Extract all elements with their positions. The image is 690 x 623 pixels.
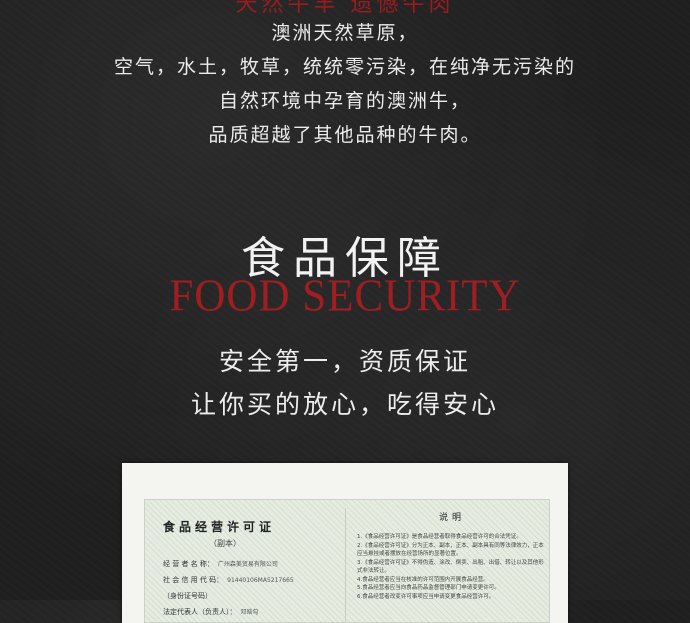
section-title-cn: 食品保障 (241, 233, 449, 284)
license-note: 3.《食品经营许可证》不得伪造、涂改、倒卖、出租、出借、转让以及其他形式非法转让… (357, 559, 544, 575)
license-field: （身份证号码） (163, 591, 353, 601)
slogan: 安全第一，资质保证 让你买的放心，吃得安心 (0, 340, 690, 426)
slogan-line: 让你买的放心，吃得安心 (190, 390, 499, 419)
license-document: 食品经营许可证 （副本） 经 营 者 名 称： 广州森美贸易有限公司 社 会 信 … (144, 499, 550, 623)
license-field-label: 法定代表人（负责人）： (163, 608, 237, 616)
intro-line: 自然环境中孕育的澳洲牛， (218, 90, 471, 112)
license-note: 2.《食品经营许可证》分为正本、副本，正本、副本具有同等法律效力，正本应当悬挂或… (357, 542, 544, 558)
intro-line: 品质超越了其他品种的牛肉。 (208, 124, 482, 146)
license-note: 5.食品经营者应当向食品药品监督管理部门申请变更许可。 (357, 585, 500, 591)
license-field-value: 91440106MA5217665 (227, 577, 294, 584)
intro-paragraph: 澳洲天然草原， 空气，水土，牧草，统统零污染，在纯净无污染的 自然环境中孕育的澳… (0, 16, 690, 152)
license-title: 食品经营许可证 (163, 520, 276, 534)
intro-line: 澳洲天然草原， (271, 22, 419, 44)
slogan-line: 安全第一，资质保证 (218, 347, 471, 376)
license-note: 4.食品经营者应当在核准的许可范围内开展食品经营。 (357, 576, 489, 583)
license-field-label: 社 会 信 用 代 码： (163, 576, 224, 584)
license-note: 6.食品经营者改变许可事项应当申请变更食品经营许可。 (357, 593, 495, 600)
license-field-value: 广州森美贸易有限公司 (217, 561, 278, 568)
license-main: 食品经营许可证 （副本） 经 营 者 名 称： 广州森美贸易有限公司 社 会 信 … (163, 518, 353, 623)
license-note: 1.《食品经营许可证》是食品经营者取得食品经营许可的合法凭证。 (357, 534, 522, 540)
license-field: 社 会 信 用 代 码： 91440106MA5217665 (163, 575, 353, 585)
food-license-image: 食品经营许可证 （副本） 经 营 者 名 称： 广州森美贸易有限公司 社 会 信 … (122, 463, 568, 623)
intro-line: 空气，水土，牧草，统统零污染，在纯净无污染的 (113, 56, 576, 78)
license-notes: 说明 1.《食品经营许可证》是食品经营者取得食品经营许可的合法凭证。 2.《食品… (357, 510, 547, 601)
license-field-label: 经 营 者 名 称： (163, 560, 214, 568)
license-notes-title: 说明 (438, 513, 465, 523)
license-field: 经 营 者 名 称： 广州森美贸易有限公司 (163, 559, 353, 569)
section-title-en: FOOD SECURITY (169, 271, 521, 322)
license-field-value: 邓晗勾 (240, 609, 259, 616)
license-field: 法定代表人（负责人）： 邓晗勾 (163, 607, 353, 617)
license-divider (345, 508, 346, 622)
header-partial-text: 天然牛羊 遗憾牛肉 (235, 0, 455, 17)
license-subtitle: （副本） (209, 539, 241, 548)
license-field-label: （身份证号码） (163, 592, 212, 600)
